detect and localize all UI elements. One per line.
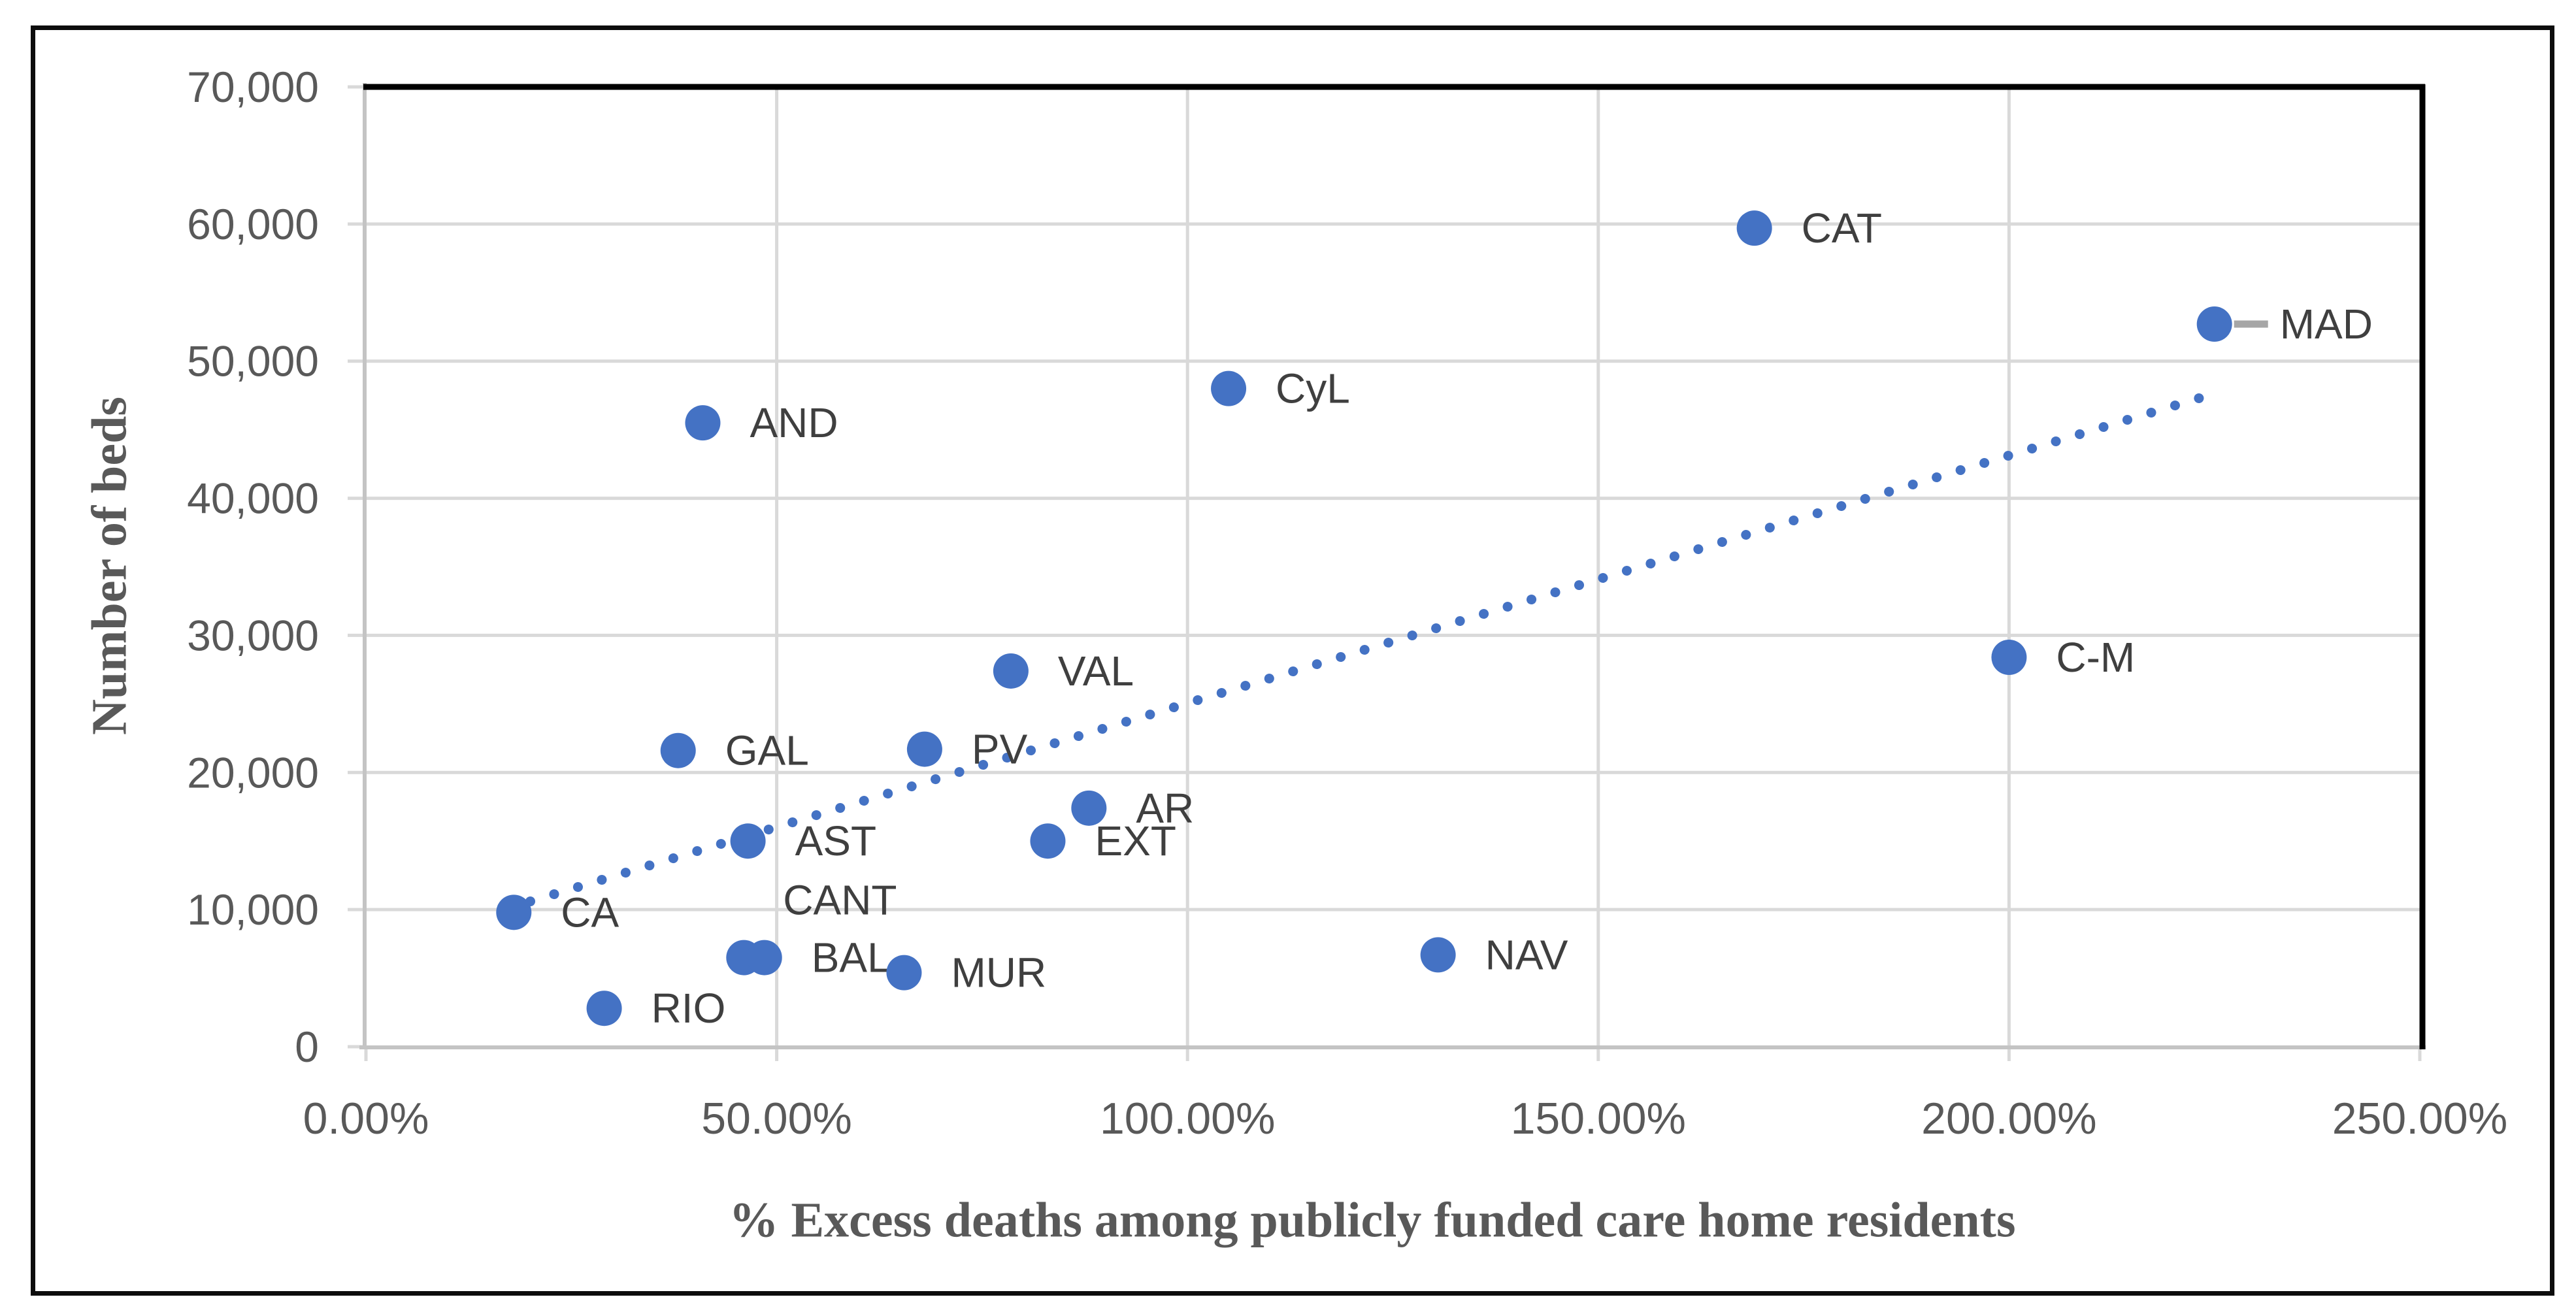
data-point-label-EXT: EXT	[1095, 817, 1176, 864]
data-point-CA	[496, 894, 532, 930]
x-axis-title: % Excess deaths among publicly funded ca…	[729, 1192, 2016, 1248]
data-point-label-MUR: MUR	[951, 949, 1046, 996]
data-point-RIO	[586, 991, 622, 1026]
data-point-NAV	[1420, 937, 1456, 973]
x-tick-label: 100.00%	[1100, 1094, 1275, 1143]
data-point-label-AR: AR	[1136, 785, 1194, 832]
data-point-label-PV: PV	[972, 726, 1028, 773]
x-tick-label: 200.00%	[1921, 1094, 2096, 1143]
data-point-MUR	[886, 955, 922, 991]
data-point-VAL	[993, 653, 1029, 689]
data-point-PV	[906, 731, 942, 767]
y-tick-label: 60,000	[187, 200, 319, 248]
data-point-label-MAD: MAD	[2280, 301, 2373, 348]
data-point-label-GAL: GAL	[725, 727, 809, 774]
x-tick-label: 150.00%	[1511, 1094, 1686, 1143]
data-point-AND	[685, 405, 721, 441]
y-tick-label: 10,000	[187, 885, 319, 934]
data-point-BAL	[746, 940, 782, 976]
data-point-CyL	[1211, 370, 1247, 406]
data-point-label-CA: CA	[561, 889, 619, 936]
data-point-label-BAL: BAL	[812, 934, 891, 981]
data-point-label-VAL: VAL	[1058, 648, 1134, 695]
y-tick-label: 0	[295, 1023, 319, 1071]
x-tick-label: 50.00%	[701, 1094, 852, 1143]
data-point-label-AND: AND	[750, 399, 838, 446]
y-tick-label: 40,000	[187, 474, 319, 523]
x-tick-label: 0.00%	[303, 1094, 429, 1143]
y-tick-label: 30,000	[187, 611, 319, 659]
data-point-label-RIO: RIO	[652, 985, 726, 1032]
data-point-label-AST: AST	[795, 817, 876, 864]
data-point-label-CyL: CyL	[1276, 365, 1350, 412]
data-point-label-CAT: CAT	[1802, 205, 1882, 252]
y-axis-title: Number of beds	[82, 397, 137, 735]
data-point-AST	[730, 823, 766, 859]
data-point-label-C-M: C-M	[2056, 634, 2135, 681]
data-point-EXT	[1030, 823, 1066, 859]
data-point-CAT	[1736, 210, 1772, 246]
y-tick-label: 50,000	[187, 337, 319, 385]
x-tick-label: 250.00%	[2332, 1094, 2507, 1143]
chart-outer-border	[31, 25, 2554, 1296]
data-point-C-M	[1991, 640, 2027, 676]
data-point-label-CANT: CANT	[783, 877, 897, 924]
data-point-MAD	[2196, 306, 2232, 342]
data-point-GAL	[660, 732, 696, 768]
y-tick-label: 20,000	[187, 748, 319, 796]
y-tick-label: 70,000	[187, 63, 319, 111]
trendline	[525, 389, 2218, 907]
data-point-AR	[1071, 790, 1107, 826]
data-point-label-NAV: NAV	[1485, 931, 1568, 978]
